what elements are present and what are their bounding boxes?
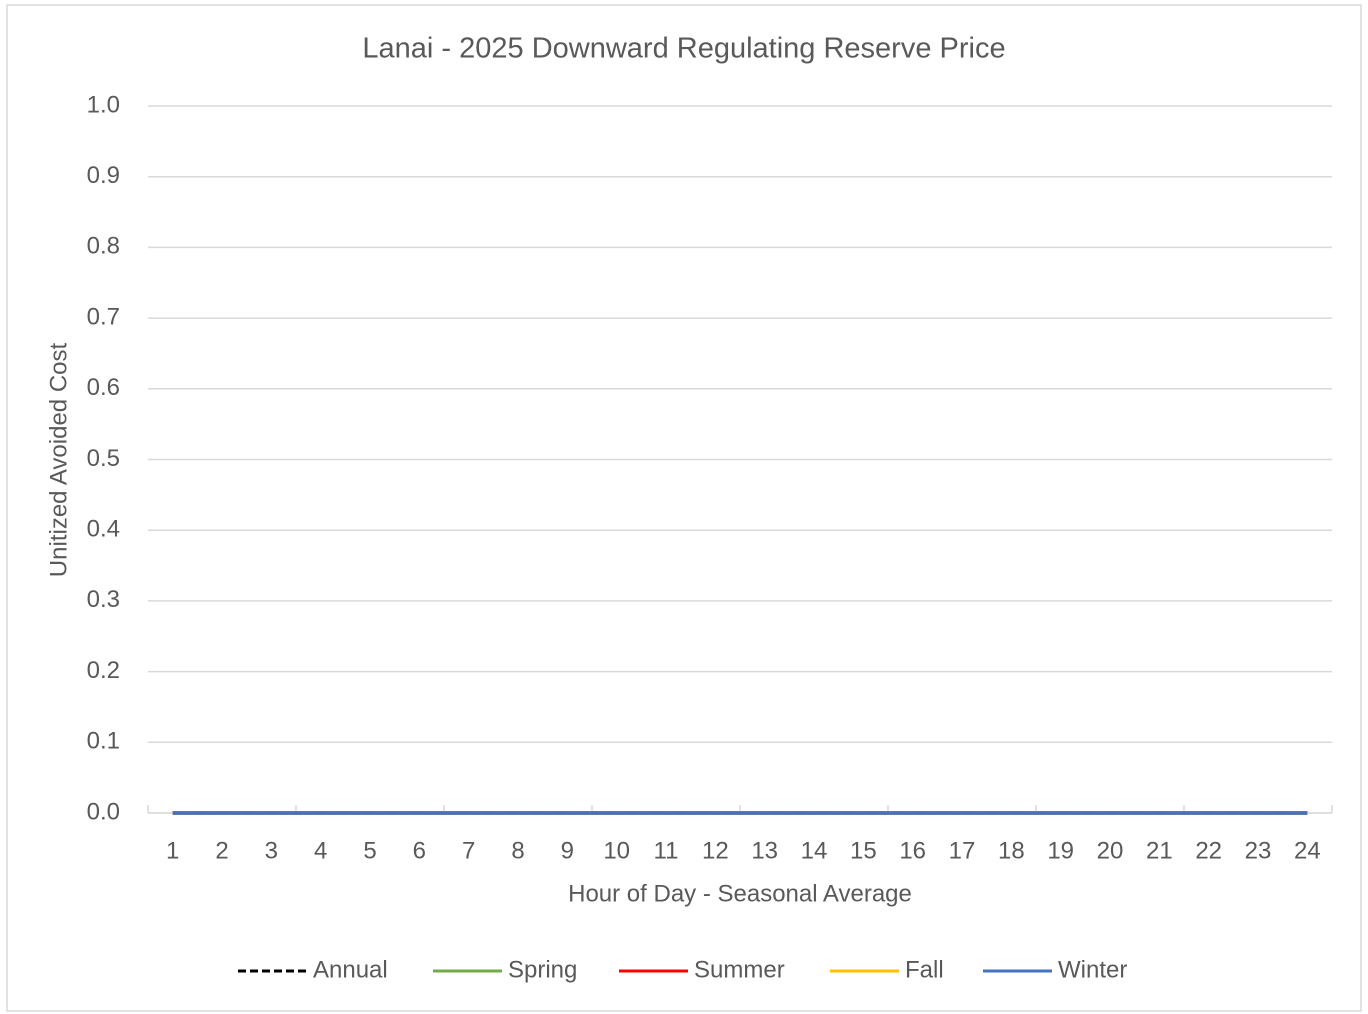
y-tick-label: 0.0	[87, 798, 120, 825]
x-tick-label: 11	[654, 837, 679, 864]
x-tick-label: 22	[1195, 837, 1222, 864]
x-tick-label: 7	[462, 837, 475, 864]
y-tick-label: 0.6	[87, 374, 120, 401]
x-tick-label: 2	[215, 837, 228, 864]
y-tick-label: 0.8	[87, 233, 120, 260]
y-tick-label: 1.0	[87, 91, 120, 118]
x-tick-label: 13	[751, 837, 778, 864]
x-tick-label: 14	[801, 837, 828, 864]
x-tick-label: 18	[998, 837, 1025, 864]
legend-label: Annual	[313, 956, 388, 983]
y-tick-label: 0.2	[87, 657, 120, 684]
legend-label: Summer	[694, 956, 785, 983]
legend-label: Fall	[905, 956, 944, 983]
x-tick-label: 12	[702, 837, 729, 864]
x-tick-label: 19	[1047, 837, 1074, 864]
y-tick-label: 0.9	[87, 162, 120, 189]
y-tick-label: 0.1	[87, 728, 120, 755]
x-tick-label: 15	[850, 837, 877, 864]
x-tick-label: 6	[413, 837, 426, 864]
y-axis-title: Unitized Avoided Cost	[45, 342, 72, 577]
y-tick-label: 0.3	[87, 586, 120, 613]
chart-title: Lanai - 2025 Downward Regulating Reserve…	[362, 33, 1005, 65]
x-tick-label: 20	[1097, 837, 1124, 864]
chart-border	[6, 4, 1362, 1012]
x-axis-title: Hour of Day - Seasonal Average	[568, 880, 912, 907]
y-tick-label: 0.7	[87, 303, 120, 330]
y-tick-label: 0.4	[87, 516, 120, 543]
y-tick-label: 0.5	[87, 445, 120, 472]
x-tick-label: 23	[1245, 837, 1272, 864]
x-tick-label: 16	[899, 837, 926, 864]
x-tick-label: 3	[265, 837, 278, 864]
x-tick-label: 24	[1294, 837, 1321, 864]
x-tick-label: 5	[363, 837, 376, 864]
x-tick-label: 1	[166, 837, 179, 864]
x-tick-label: 21	[1146, 837, 1173, 864]
legend-label: Winter	[1058, 956, 1127, 983]
x-tick-label: 4	[314, 837, 327, 864]
x-tick-label: 9	[561, 837, 574, 864]
x-tick-label: 8	[511, 837, 524, 864]
legend-label: Spring	[508, 956, 577, 983]
x-tick-label: 17	[949, 837, 976, 864]
x-tick-label: 10	[603, 837, 630, 864]
